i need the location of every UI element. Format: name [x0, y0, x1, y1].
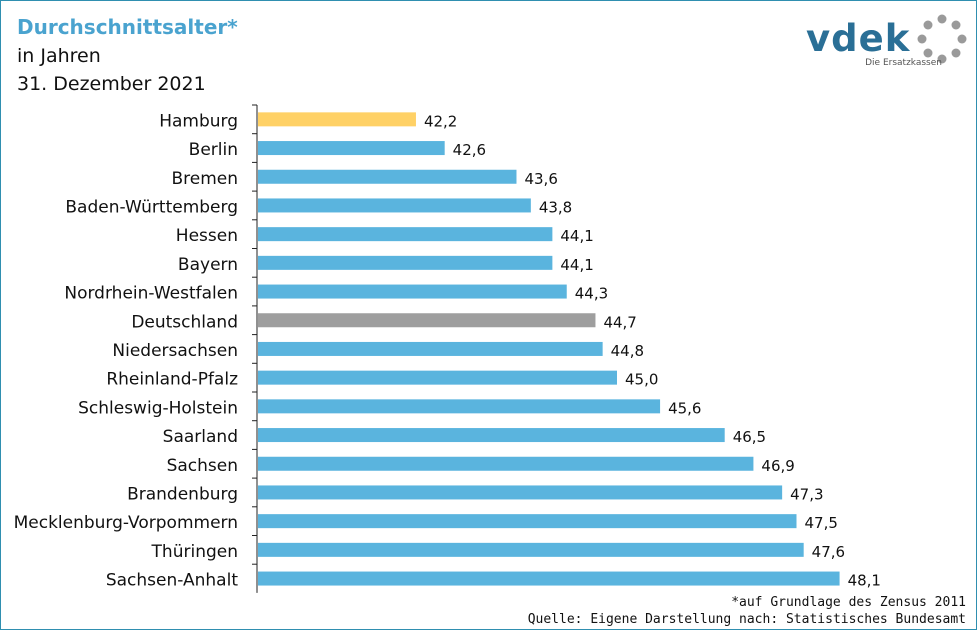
value-label: 47,5 [805, 514, 838, 532]
bar-rheinland-pfalz [258, 370, 617, 385]
footnote: *auf Grundlage des Zensus 2011 [731, 595, 966, 610]
bar-niedersachsen [258, 341, 603, 356]
logo-wordmark: vdek [806, 17, 911, 60]
value-label: 45,0 [625, 371, 658, 389]
bar-thüringen [258, 542, 804, 557]
value-label: 44,1 [560, 256, 593, 274]
bar-nordrhein-westfalen [258, 284, 567, 299]
dotted-circle-icon [917, 14, 967, 64]
category-label: Bayern [178, 255, 238, 275]
bar-hamburg [258, 112, 416, 127]
bar-berlin [258, 141, 445, 156]
category-label: Thüringen [151, 542, 238, 562]
category-label: Saarland [163, 427, 238, 447]
category-label: Hessen [176, 226, 238, 246]
logo-tagline: Die Ersatzkassen [865, 58, 942, 68]
source-note: Quelle: Eigene Darstellung nach: Statist… [527, 612, 966, 627]
value-label: 46,9 [761, 457, 794, 475]
category-label: Rheinland-Pfalz [106, 370, 238, 390]
bar-brandenburg [258, 485, 783, 500]
bar-sachsen-anhalt [258, 571, 840, 586]
category-label: Nordrhein-Westfalen [64, 284, 238, 304]
value-label: 46,5 [733, 428, 766, 446]
chart-date: 31. Dezember 2021 [17, 73, 206, 95]
bar-schleswig-holstein [258, 399, 661, 414]
vdek-logo: vdek Die Ersatzkassen [806, 11, 971, 73]
value-label: 47,3 [790, 485, 823, 503]
value-label: 44,7 [603, 313, 636, 331]
chart-subtitle: in Jahren [17, 45, 101, 67]
category-label: Hamburg [159, 111, 238, 131]
bar-saarland [258, 428, 725, 443]
category-label: Bremen [171, 169, 238, 189]
value-label: 42,6 [453, 141, 486, 159]
value-label: 44,1 [560, 227, 593, 245]
category-label: Mecklenburg-Vorpommern [14, 513, 238, 533]
value-label: 47,6 [812, 543, 845, 561]
category-label: Sachsen-Anhalt [106, 571, 238, 591]
bar-bremen [258, 169, 517, 184]
bar-mecklenburg-vorpommern [258, 514, 797, 529]
category-label: Deutschland [131, 312, 238, 332]
value-label: 44,8 [611, 342, 644, 360]
value-label: 43,8 [539, 198, 572, 216]
bar-hessen [258, 227, 553, 242]
category-label: Sachsen [167, 456, 238, 476]
value-label: 45,6 [668, 399, 701, 417]
category-label: Berlin [189, 140, 238, 160]
value-label: 44,3 [575, 285, 608, 303]
category-label: Baden-Württemberg [65, 197, 238, 217]
category-label: Schleswig-Holstein [78, 398, 238, 418]
chart-title: Durchschnittsalter* [17, 15, 238, 39]
category-label: Brandenburg [127, 484, 238, 504]
bar-sachsen [258, 456, 754, 471]
bar-baden-württemberg [258, 198, 531, 213]
value-label: 42,2 [424, 112, 457, 130]
value-label: 43,6 [524, 170, 557, 188]
value-label: 48,1 [848, 572, 881, 590]
category-label: Niedersachsen [112, 341, 238, 361]
bar-bayern [258, 255, 553, 270]
bar-deutschland [258, 313, 596, 328]
